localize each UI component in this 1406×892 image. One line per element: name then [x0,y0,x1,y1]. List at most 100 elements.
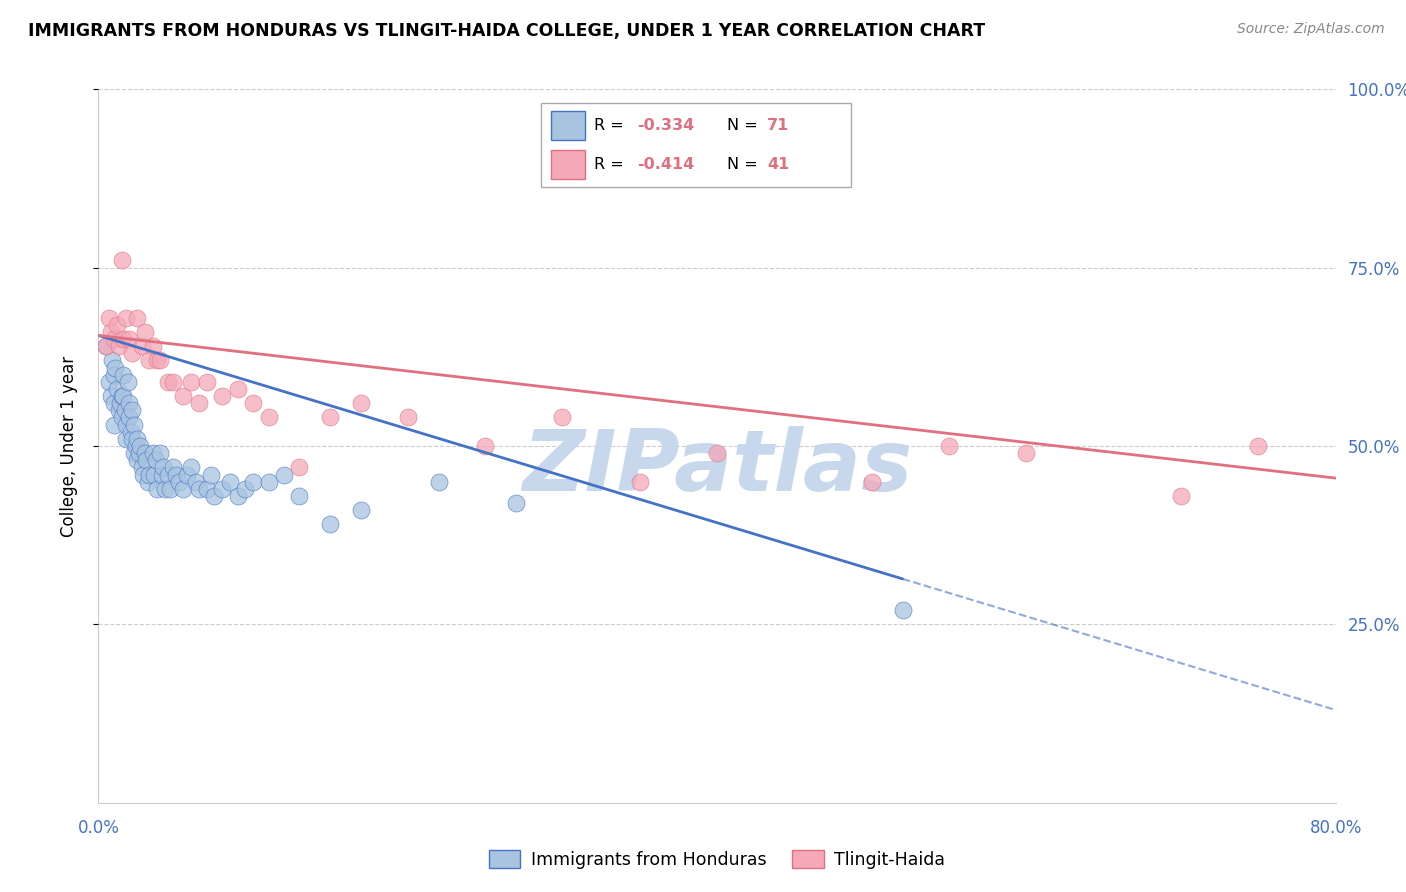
Point [860,475,883,489]
Text: 71: 71 [768,118,789,133]
Point [226,489,249,503]
Point [138,353,160,368]
Point [143,467,166,482]
Point [127,432,149,446]
Point [427,475,450,489]
Point [157,375,180,389]
Text: IMMIGRANTS FROM HONDURAS VS TLINGIT-HAIDA COLLEGE, UNDER 1 YEAR CORRELATION CHAR: IMMIGRANTS FROM HONDURAS VS TLINGIT-HAID… [28,22,986,40]
Point [173,482,195,496]
Point [149,446,172,460]
Point [211,389,233,403]
Point [319,410,342,425]
Point [124,439,146,453]
Point [242,396,264,410]
Point [938,439,960,453]
Point [132,467,155,482]
Point [118,396,141,410]
Point [219,475,242,489]
Point [173,389,195,403]
Point [127,453,149,467]
Text: -0.334: -0.334 [637,118,695,133]
Point [145,453,167,467]
Point [146,353,169,368]
Point [115,417,138,432]
Point [142,446,165,460]
Point [288,489,311,503]
Point [131,460,153,475]
Point [134,446,156,460]
Point [288,460,311,475]
Point [128,446,150,460]
Point [706,446,728,460]
Text: N =: N = [727,157,763,172]
Point [118,332,141,346]
Point [121,346,143,360]
Point [257,475,280,489]
Point [111,389,134,403]
Point [112,389,135,403]
Text: 41: 41 [768,157,789,172]
Point [211,482,233,496]
Point [107,339,129,353]
Point [162,375,184,389]
Point [474,439,496,453]
Point [120,425,142,439]
Point [167,475,190,489]
Text: R =: R = [593,157,628,172]
Point [105,318,128,332]
Point [184,475,207,489]
Point [111,410,134,425]
Point [112,368,135,382]
Point [117,375,139,389]
Point [103,417,125,432]
Point [98,310,121,325]
Point [98,375,121,389]
Point [165,467,187,482]
FancyBboxPatch shape [541,103,851,187]
Point [122,417,145,432]
Point [138,467,160,482]
Point [226,382,249,396]
Point [129,439,152,453]
Point [242,475,264,489]
Point [111,253,134,268]
Point [121,403,143,417]
Point [115,432,138,446]
Point [100,325,122,339]
FancyBboxPatch shape [551,150,585,178]
Point [188,482,211,496]
Point [103,368,125,382]
Point [153,482,176,496]
Point [628,475,651,489]
Point [100,389,122,403]
Point [551,410,574,425]
Point [121,432,143,446]
Point [107,403,129,417]
Point [157,467,180,482]
Text: -0.414: -0.414 [637,157,695,172]
Point [176,467,198,482]
Y-axis label: College, Under 1 year: College, Under 1 year [59,355,77,537]
Point [142,339,165,353]
Point [146,482,169,496]
Text: R =: R = [593,118,628,133]
Point [396,410,419,425]
Legend: Immigrants from Honduras, Tlingit-Haida: Immigrants from Honduras, Tlingit-Haida [482,844,952,876]
Point [188,396,211,410]
Point [115,310,138,325]
Point [350,503,373,517]
Point [103,396,125,410]
Text: Source: ZipAtlas.com: Source: ZipAtlas.com [1237,22,1385,37]
Point [319,517,342,532]
Point [200,467,222,482]
Point [162,460,184,475]
Text: N =: N = [727,118,763,133]
Point [131,339,153,353]
FancyBboxPatch shape [551,111,585,140]
Point [122,446,145,460]
Point [195,375,218,389]
Point [273,467,295,482]
Point [96,339,118,353]
Point [257,410,280,425]
Point [505,496,527,510]
